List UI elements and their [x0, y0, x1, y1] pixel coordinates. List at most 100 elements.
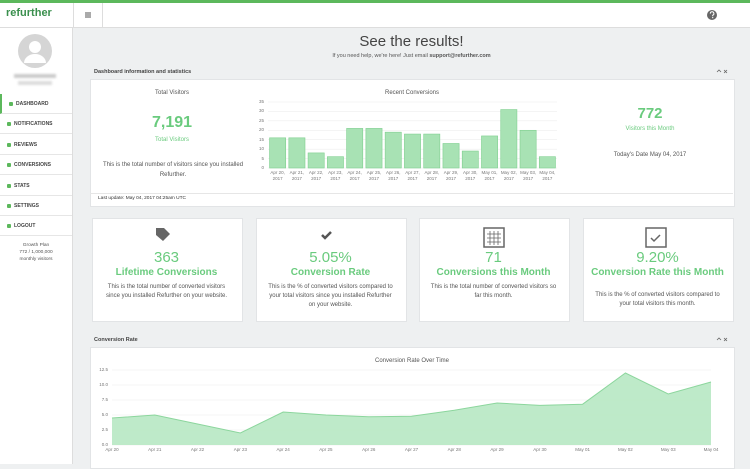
nav-item[interactable]: NOTIFICATIONS: [0, 114, 72, 135]
plan-unit: monthly visitors: [19, 257, 53, 262]
plan-name: Growth Plan: [22, 243, 50, 248]
x-tick-label: May 03, 2017: [520, 170, 537, 181]
x-tick-label: Apr 22: [190, 447, 205, 452]
visitors-month-caption: Visitors this Month: [625, 126, 675, 132]
card-title: Conversion Rate this Month: [591, 267, 724, 278]
x-tick-label: May 04, 2017: [539, 170, 556, 181]
nav-icon: [9, 102, 13, 106]
blurred-user: [14, 74, 56, 78]
y-tick-label: 0: [261, 165, 264, 170]
x-tick-label: Apr 26, 2017: [385, 170, 401, 181]
x-tick-label: May 01: [575, 447, 591, 452]
y-tick-label: 5: [261, 155, 264, 161]
y-tick-label: 5.0: [101, 412, 108, 417]
x-tick-label: Apr 23: [233, 447, 247, 452]
y-tick-label: 35: [258, 99, 264, 104]
nav-icon: [7, 183, 11, 188]
nav-icon: [7, 142, 11, 147]
card-text: This is the % of converted visitors comp…: [595, 292, 720, 307]
card-title: Conversions this Month: [436, 267, 551, 278]
avatar: [18, 34, 52, 68]
help-email[interactable]: support@refurther.com: [429, 53, 491, 59]
total-visitors-note: This is the total number of visitors sin…: [102, 162, 244, 178]
x-tick-label: Apr 30, 2017: [463, 170, 478, 181]
nav-icon: [7, 204, 11, 208]
panel-title: Dashboard information and statistics: [94, 69, 192, 75]
x-tick-label: May 01, 2017: [481, 170, 498, 181]
total-visitors: 7,191: [151, 114, 193, 131]
x-tick-label: Apr 22, 2017: [308, 170, 324, 181]
x-tick-label: Apr 26: [362, 447, 376, 452]
x-tick-label: Apr 28, 2017: [424, 170, 440, 181]
sidebar: Growth Plan 772 / 1,000,000 monthly visi…: [0, 28, 73, 464]
nav-item[interactable]: LOGOUT: [0, 216, 72, 237]
today-date: Today's Date May 04, 2017: [613, 152, 687, 158]
logo[interactable]: refurther: [6, 7, 52, 19]
help-line: If you need help, we're here! Just email…: [73, 53, 750, 59]
y-tick-label: 10.0: [99, 382, 108, 387]
chart-title: Conversion Rate Over Time: [374, 358, 450, 364]
x-tick-label: Apr 30: [533, 447, 547, 452]
card-text: This is the total number of converted vi…: [105, 284, 228, 299]
stats-panel: [90, 79, 735, 207]
y-tick-label: 25: [258, 117, 264, 123]
card-text: This is the % of converted visitors comp…: [268, 284, 393, 308]
help-text: If you need help, we're here! Just email: [332, 53, 428, 59]
x-tick-label: May 02: [618, 447, 633, 452]
page-title: See the results!: [359, 33, 464, 50]
card-value: 71: [485, 249, 502, 266]
nav-item[interactable]: DASHBOARD: [0, 94, 72, 114]
menu-icon: [85, 12, 91, 18]
x-tick-label: May 03: [660, 447, 676, 452]
total-visitors-caption: Total Visitors: [155, 137, 189, 143]
card: [583, 218, 734, 322]
y-tick-label: 30: [258, 108, 264, 114]
x-tick-label: Apr 24, 2017: [347, 170, 362, 181]
plan: Growth Plan 772 / 1,000,000 monthly visi…: [0, 242, 72, 263]
nav-icon: [7, 163, 11, 168]
x-tick-label: Apr 29: [490, 447, 504, 452]
nav-item[interactable]: SETTINGS: [0, 196, 72, 216]
x-tick-label: Apr 23, 2017: [328, 170, 343, 181]
card-value: 363: [153, 249, 180, 266]
nav-item[interactable]: STATS: [0, 176, 72, 196]
x-tick-label: Apr 29, 2017: [443, 170, 459, 181]
nav-icon: [7, 122, 11, 127]
card-value: 5.05%: [309, 249, 352, 266]
x-tick-label: Apr 20, 2017: [270, 170, 285, 181]
y-tick-label: 10: [258, 146, 264, 152]
x-tick-label: Apr 21: [148, 447, 162, 452]
menu-toggle[interactable]: [73, 3, 103, 27]
x-tick-label: Apr 25, 2017: [366, 170, 382, 181]
x-tick-label: Apr 27: [404, 447, 419, 452]
total-visitors-heading: Total Visitors: [155, 90, 189, 96]
y-tick-label: 0.0: [101, 442, 108, 447]
chart-title: Recent Conversions: [384, 90, 440, 96]
help-icon[interactable]: [706, 9, 718, 21]
nav-item[interactable]: CONVERSIONS: [0, 155, 72, 176]
y-tick-label: 12.5: [99, 367, 108, 372]
last-update: Last update: May 04, 2017 04:25am UTC: [98, 196, 186, 201]
divider: [90, 193, 733, 194]
y-tick-label: 20: [258, 127, 264, 133]
panel-title: Conversion Rate: [94, 337, 138, 343]
nav-icon: [7, 224, 11, 229]
x-tick-label: Apr 21, 2017: [289, 170, 305, 181]
x-tick-label: May 02, 2017: [500, 170, 517, 181]
visitors-month: 772: [637, 105, 663, 122]
card-title: Lifetime Conversions: [115, 267, 218, 278]
top-bar: [0, 3, 750, 28]
nav-item[interactable]: REVIEWS: [0, 135, 72, 155]
plan-usage: 772 / 1,000,000: [19, 250, 53, 255]
y-tick-label: 15: [258, 136, 264, 142]
top-stripe: [0, 0, 750, 3]
x-tick-label: Apr 24: [276, 447, 290, 452]
y-tick-label: 2.5: [101, 427, 108, 432]
card-value: 9.20%: [636, 249, 679, 266]
blurred-user: [18, 81, 52, 85]
x-tick-label: May 04: [703, 447, 719, 452]
card-title: Conversion Rate: [290, 267, 371, 278]
x-tick-label: Apr 20: [105, 447, 119, 452]
x-tick-label: Apr 28: [447, 447, 461, 452]
